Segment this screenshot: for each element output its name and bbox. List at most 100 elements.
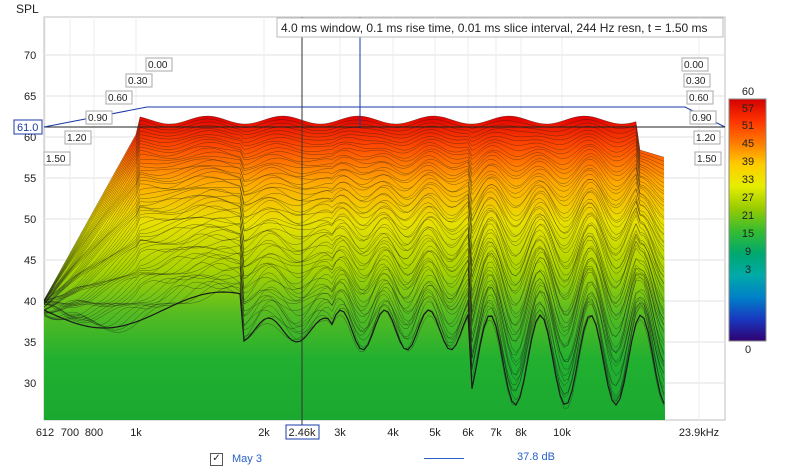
slice-line bbox=[44, 217, 665, 310]
slice-line bbox=[44, 147, 665, 302]
time-axis-labels: 0.00 0.000.30 0.300.60 0.600.90 0.901.20 1.20… bbox=[43, 57, 722, 166]
slice-line bbox=[44, 204, 665, 303]
slice-line bbox=[44, 175, 665, 302]
slice-line bbox=[44, 171, 665, 305]
slice-line bbox=[44, 128, 665, 301]
y-tick-label: 50 bbox=[24, 214, 36, 226]
time-label-left: 0.90 bbox=[88, 113, 108, 124]
slice-line bbox=[44, 165, 665, 305]
waterfall-slices bbox=[44, 115, 665, 409]
colorbar-label: 57 bbox=[742, 103, 754, 115]
slice-line bbox=[44, 246, 665, 346]
slice-line bbox=[44, 156, 665, 302]
slice-line bbox=[44, 125, 665, 301]
y-tick-label: 70 bbox=[24, 50, 36, 62]
slice-line bbox=[44, 283, 665, 405]
svg-text:61.0: 61.0 bbox=[17, 122, 38, 134]
slice-line bbox=[44, 130, 665, 302]
slice-line bbox=[44, 181, 665, 302]
x-tick-label: 4k bbox=[387, 427, 399, 439]
slice-line bbox=[44, 142, 665, 302]
time-label-left: 1.50 bbox=[46, 154, 66, 165]
y-tick-label: 30 bbox=[24, 378, 36, 390]
time-label-left: 0.30 bbox=[128, 76, 148, 87]
slice-line bbox=[44, 245, 665, 333]
colorbar-label: 9 bbox=[745, 246, 751, 258]
slice-line bbox=[44, 200, 665, 308]
front-slice bbox=[44, 291, 665, 407]
slice-line bbox=[44, 274, 665, 382]
y-tick-label: 35 bbox=[24, 337, 36, 349]
legend: ✓ May 3 bbox=[210, 451, 262, 467]
time-label-left: 0.60 bbox=[108, 93, 128, 104]
slice-line bbox=[44, 115, 665, 301]
chart-title: 4.0 ms window, 0.1 ms rise time, 0.01 ms… bbox=[281, 21, 708, 35]
legend-line-swatch bbox=[424, 458, 464, 459]
colorbar-label: 51 bbox=[742, 120, 754, 132]
y-axis-label: SPL bbox=[16, 2, 39, 16]
x-tick-label: 10k bbox=[553, 427, 571, 439]
y-tick-label: 65 bbox=[24, 91, 36, 103]
slice-line bbox=[44, 229, 665, 320]
y-tick-label: 55 bbox=[24, 173, 36, 185]
slice-line bbox=[44, 238, 665, 331]
y-axis-ticks: 70 65 60 55 50 45 40 35 30 bbox=[24, 50, 36, 390]
x-tick-label: 6k bbox=[462, 427, 474, 439]
slice-line bbox=[44, 196, 665, 308]
slice-line bbox=[44, 216, 665, 303]
x-tick-label: 2k bbox=[258, 427, 270, 439]
cursor-spl-readout: 61.0 bbox=[13, 119, 43, 135]
colorbar-label: 60 bbox=[742, 86, 754, 98]
slice-line bbox=[44, 254, 665, 363]
slice-line bbox=[44, 262, 665, 366]
legend-series-name[interactable]: May 3 bbox=[232, 453, 262, 465]
colorbar-label: 33 bbox=[742, 174, 754, 186]
x-tick-label: 800 bbox=[85, 427, 103, 439]
slice-line bbox=[44, 281, 665, 402]
slice-line bbox=[44, 263, 665, 367]
time-label-left: 1.20 bbox=[67, 133, 87, 144]
slice-line bbox=[44, 225, 665, 320]
slice-line bbox=[44, 188, 665, 303]
slice-line bbox=[44, 252, 665, 356]
slice-line bbox=[44, 210, 665, 303]
colorbar-label: 3 bbox=[745, 264, 751, 276]
colorbar-label: 21 bbox=[742, 210, 754, 222]
slice-line bbox=[44, 246, 665, 342]
time-label-left: 0.00 bbox=[148, 60, 168, 71]
slice-line bbox=[44, 165, 665, 305]
slice-line bbox=[44, 194, 665, 308]
slice-line bbox=[44, 136, 665, 302]
slice-line bbox=[44, 118, 665, 301]
x-tick-label: 612 bbox=[36, 427, 54, 439]
slice-line bbox=[44, 274, 665, 387]
x-tick-label-cursor: 2.46k bbox=[289, 427, 316, 439]
x-tick-label: 3k bbox=[334, 427, 346, 439]
slice-line bbox=[44, 195, 665, 308]
chart-title-box: 4.0 ms window, 0.1 ms rise time, 0.01 ms… bbox=[276, 17, 724, 38]
colorbar-label: 15 bbox=[742, 228, 754, 240]
x-tick-label: 8k bbox=[515, 427, 527, 439]
waterfall-surface bbox=[44, 116, 665, 420]
time-label-right: 0.90 bbox=[692, 113, 712, 124]
x-tick-label: 5k bbox=[429, 427, 441, 439]
slice-line bbox=[44, 159, 665, 305]
legend-checkbox[interactable]: ✓ bbox=[210, 452, 223, 466]
slice-line bbox=[44, 233, 665, 326]
y-tick-label: 60 bbox=[24, 132, 36, 144]
slice-line bbox=[44, 151, 665, 302]
time-label-right: 0.00 bbox=[684, 60, 704, 71]
slice-line bbox=[44, 146, 665, 301]
slice-line bbox=[44, 139, 665, 302]
x-tick-label: 7k bbox=[490, 427, 502, 439]
time-label-right: 0.30 bbox=[686, 76, 706, 87]
slice-line bbox=[44, 234, 665, 326]
x-tick-label: 700 bbox=[61, 427, 79, 439]
slice-line bbox=[44, 168, 665, 305]
time-label-right: 1.50 bbox=[697, 154, 717, 165]
colorbar-label: 27 bbox=[742, 192, 754, 204]
slice-line bbox=[44, 205, 665, 303]
slice-line bbox=[44, 217, 665, 303]
slice-line bbox=[44, 121, 665, 301]
